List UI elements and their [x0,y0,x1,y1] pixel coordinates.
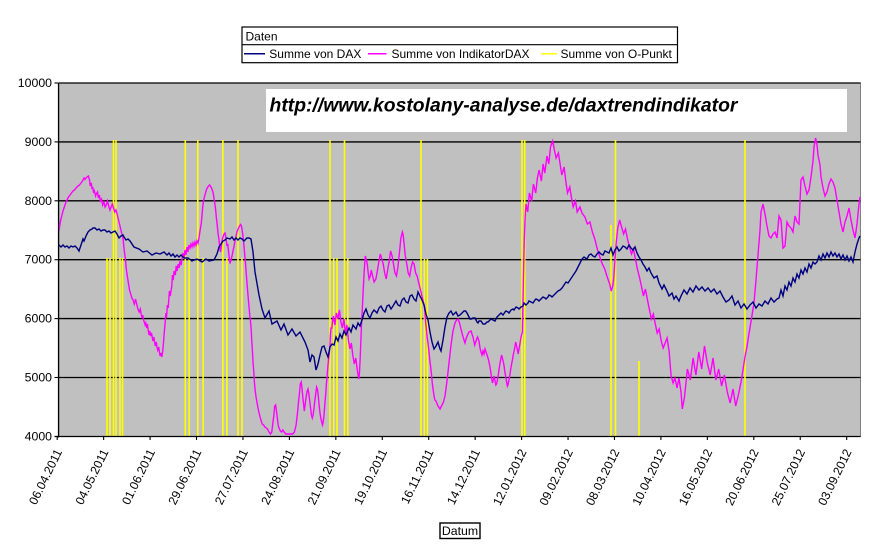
svg-text:Daten: Daten [246,30,278,44]
svg-text:4000: 4000 [25,430,53,444]
svg-text:8000: 8000 [25,194,53,208]
svg-text:Datum: Datum [442,524,478,538]
svg-text:Summe von IndikatorDAX: Summe von IndikatorDAX [392,47,530,61]
svg-text:Summe von DAX: Summe von DAX [269,47,361,61]
svg-text:5000: 5000 [25,371,53,385]
svg-text:Summe von O-Punkt: Summe von O-Punkt [561,47,673,61]
svg-text:6000: 6000 [25,312,53,326]
svg-text:9000: 9000 [25,135,53,149]
svg-text:7000: 7000 [25,253,53,267]
svg-text:http://www.kostolany-analyse.d: http://www.kostolany-analyse.de/daxtrend… [270,95,739,117]
svg-text:10000: 10000 [18,76,52,90]
